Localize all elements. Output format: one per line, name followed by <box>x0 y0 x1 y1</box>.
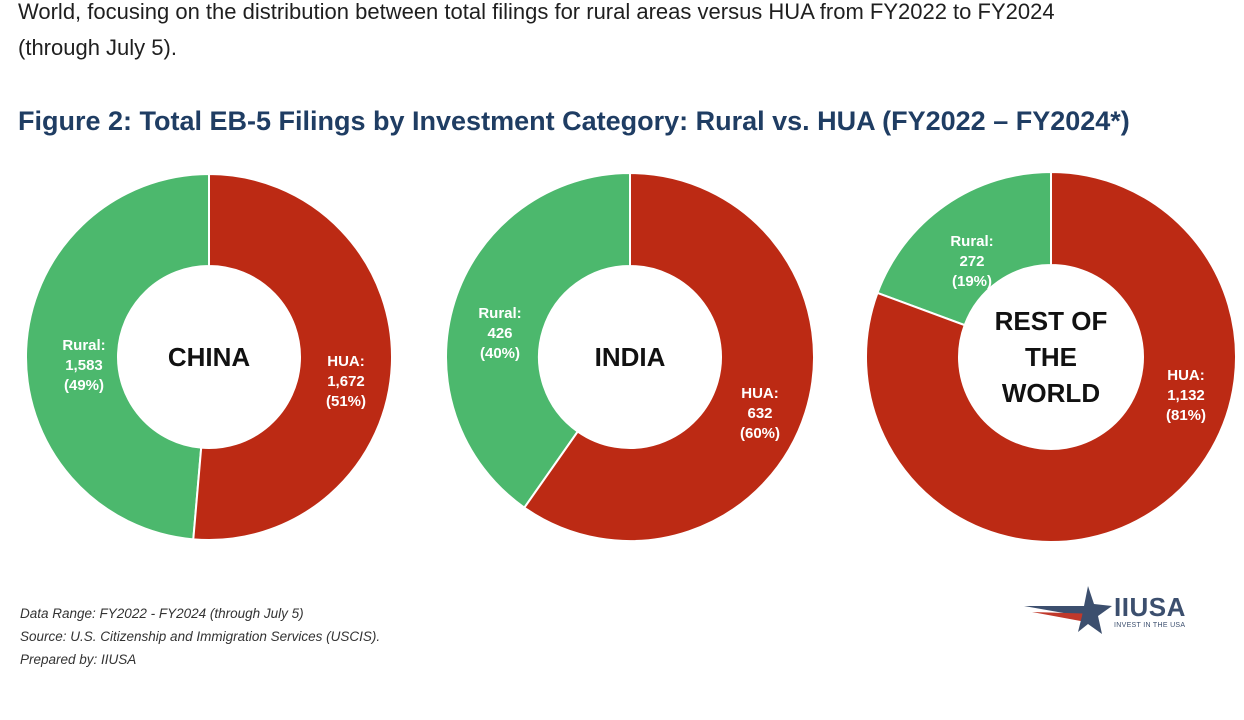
donut-0-slice-rural <box>25 172 210 541</box>
footer-prepared-by: Prepared by: IIUSA <box>20 652 137 667</box>
donut-2-slice-rural <box>876 170 1052 327</box>
footer-source: Source: U.S. Citizenship and Immigration… <box>20 629 381 644</box>
footer-data-range: Data Range: FY2022 - FY2024 (through Jul… <box>20 606 304 621</box>
donut-0-slice-hua <box>192 172 393 541</box>
donut-0-label-rural: Rural: 1,583 (49%) <box>62 337 105 394</box>
intro-text: World, focusing on the distribution betw… <box>18 0 1244 66</box>
intro-line-1: World, focusing on the distribution betw… <box>18 0 1055 24</box>
donut-1-slice-hua <box>522 171 815 542</box>
donut-0-label-hua: HUA: 1,672 (51%) <box>326 353 366 410</box>
intro-line-2: (through July 5). <box>18 35 177 60</box>
donut-1-slice-rural <box>445 171 631 510</box>
donut-1-label-rural: Rural: 426 (40%) <box>478 305 521 362</box>
logo-name: IIUSA <box>1114 592 1186 622</box>
figure-title: Figure 2: Total EB-5 Filings by Investme… <box>18 106 1130 136</box>
footer-notes: Data Range: FY2022 - FY2024 (through Jul… <box>20 602 380 671</box>
donut-2-center-label: REST OF THE WORLD <box>995 306 1108 408</box>
iiusa-logo-icon <box>1024 586 1112 634</box>
donut-1-center-label: INDIA <box>595 342 666 372</box>
donut-2-label-hua: HUA: 1,132 (81%) <box>1166 367 1206 424</box>
logo-tagline: INVEST IN THE USA <box>1114 622 1186 629</box>
donut-2-label-rural: Rural: 272 (19%) <box>950 233 993 290</box>
donut-2-slice-hua <box>865 170 1237 543</box>
donut-1-label-hua: HUA: 632 (60%) <box>740 385 780 442</box>
donut-0-center-label: CHINA <box>168 342 251 372</box>
